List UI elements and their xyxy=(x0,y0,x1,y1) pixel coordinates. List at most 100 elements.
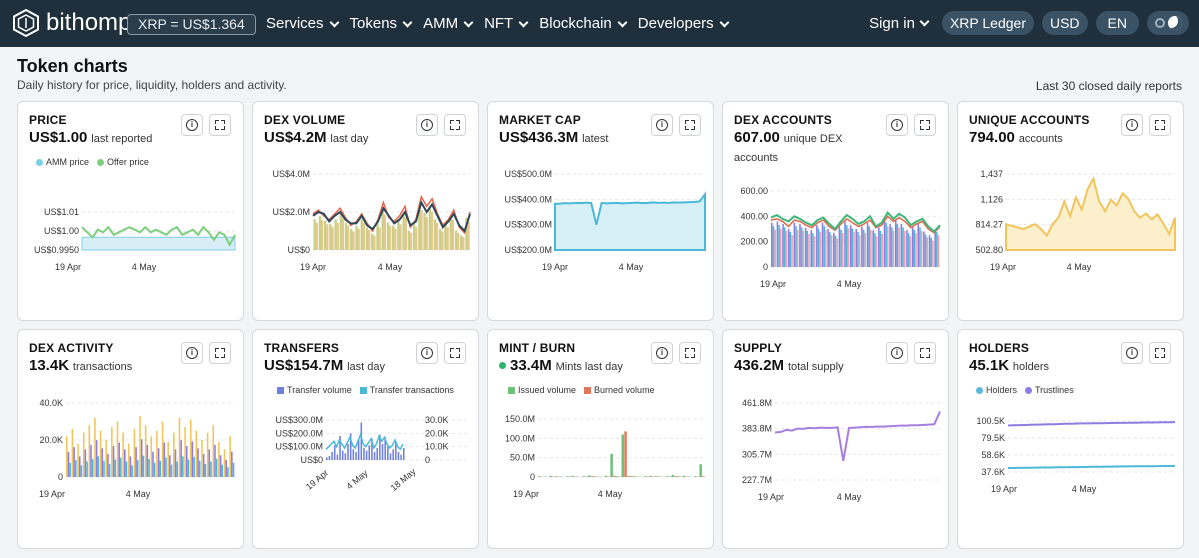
info-button[interactable]: i xyxy=(416,114,438,136)
bar xyxy=(449,216,452,250)
nav-blockchain[interactable]: Blockchain xyxy=(539,15,629,32)
bar xyxy=(875,236,878,267)
expand-button[interactable] xyxy=(444,342,466,364)
x-tick-label: 19 Apr xyxy=(991,484,1017,494)
bar xyxy=(152,451,154,477)
expand-button[interactable] xyxy=(209,114,231,136)
x-tick-label: 19 Apr xyxy=(513,489,539,499)
bar xyxy=(791,235,793,267)
bar xyxy=(204,464,207,477)
info-button[interactable]: i xyxy=(181,342,203,364)
info-icon: i xyxy=(186,119,198,131)
currency-selector[interactable]: USD xyxy=(1041,11,1088,35)
bar xyxy=(384,437,386,460)
expand-button[interactable] xyxy=(914,114,936,136)
bar xyxy=(392,225,395,250)
bar xyxy=(920,230,923,267)
bar xyxy=(140,439,143,477)
bar xyxy=(874,233,876,267)
legend-swatch xyxy=(36,158,43,166)
bar xyxy=(122,432,124,477)
bar xyxy=(231,451,233,477)
info-button[interactable]: i xyxy=(1121,342,1143,364)
bar xyxy=(909,236,912,267)
nav-tokens[interactable]: Tokens xyxy=(350,15,415,32)
sun-icon xyxy=(1155,18,1165,28)
bar xyxy=(853,231,855,267)
bar xyxy=(198,460,201,477)
language-selector[interactable]: EN xyxy=(1095,11,1139,35)
info-button[interactable]: i xyxy=(651,114,673,136)
bar xyxy=(699,464,702,477)
nav-services[interactable]: Services xyxy=(266,15,341,32)
y-tick-label: 50.0M xyxy=(510,453,535,463)
info-button[interactable]: i xyxy=(1121,114,1143,136)
network-selector[interactable]: XRP Ledger xyxy=(941,11,1034,35)
card-value-line: 607.00 unique DEX accounts xyxy=(734,129,884,167)
legend-item[interactable]: Transfer volume xyxy=(277,385,352,395)
bar xyxy=(313,219,316,250)
bar xyxy=(223,449,226,477)
expand-button[interactable] xyxy=(1149,114,1171,136)
expand-button[interactable] xyxy=(914,342,936,364)
bar xyxy=(120,457,122,477)
theme-toggle[interactable] xyxy=(1147,11,1189,35)
legend-item[interactable]: Burned volume xyxy=(584,385,655,395)
bar xyxy=(66,436,68,477)
card-title: SUPPLY xyxy=(734,341,783,355)
bar xyxy=(467,221,470,250)
info-button[interactable]: i xyxy=(651,342,673,364)
sign-in-label: Sign in xyxy=(869,14,915,32)
legend-item[interactable]: Issued volume xyxy=(508,385,576,395)
bar xyxy=(900,223,903,267)
legend-item[interactable]: Offer price xyxy=(97,157,149,167)
bar xyxy=(610,453,613,477)
card-title: HOLDERS xyxy=(969,341,1030,355)
x-tick-label: 18 May xyxy=(389,466,418,493)
status-dot-icon xyxy=(499,362,506,369)
bar xyxy=(885,222,887,267)
info-icon: i xyxy=(656,119,668,131)
legend-item[interactable]: Transfer transactions xyxy=(359,385,454,395)
info-button[interactable]: i xyxy=(416,342,438,364)
bar xyxy=(215,458,218,477)
bar xyxy=(808,234,810,267)
info-button[interactable]: i xyxy=(886,114,908,136)
card-title: DEX ACCOUNTS xyxy=(734,113,832,127)
legend-label: Offer price xyxy=(107,157,149,167)
bar xyxy=(195,430,198,477)
bar xyxy=(341,450,344,460)
legend-item[interactable]: Trustlines xyxy=(1025,385,1074,395)
legend-label: Issued volume xyxy=(518,385,577,395)
sign-in-button[interactable]: Sign in xyxy=(869,15,931,32)
bar xyxy=(702,476,705,477)
bar xyxy=(360,422,363,460)
bar xyxy=(810,230,813,267)
x-tick-label: 4 May xyxy=(132,262,157,272)
bar xyxy=(399,224,402,250)
xrp-price-pill[interactable]: XRP = US$1.364 xyxy=(127,14,256,35)
nav-nft[interactable]: NFT xyxy=(484,15,530,32)
bar xyxy=(387,446,389,460)
series-line-transfer-transactions xyxy=(325,432,404,451)
bar xyxy=(371,233,374,250)
bithomp-logo[interactable]: bithomp xyxy=(12,9,131,37)
legend-item[interactable]: AMM price xyxy=(36,157,89,167)
bar xyxy=(362,222,366,250)
bar xyxy=(804,227,807,267)
expand-button[interactable] xyxy=(679,342,701,364)
bar xyxy=(924,234,927,267)
bar xyxy=(825,229,827,267)
expand-button[interactable] xyxy=(444,114,466,136)
nav-developers[interactable]: Developers xyxy=(638,15,731,32)
nav-label: AMM xyxy=(423,15,459,32)
expand-button[interactable] xyxy=(209,342,231,364)
info-button[interactable]: i xyxy=(181,114,203,136)
expand-button[interactable] xyxy=(1149,342,1171,364)
nav-amm[interactable]: AMM xyxy=(423,15,475,32)
expand-button[interactable] xyxy=(679,114,701,136)
bar xyxy=(71,428,74,477)
bar xyxy=(334,219,337,250)
info-button[interactable]: i xyxy=(886,342,908,364)
legend-item[interactable]: Holders xyxy=(976,385,1017,395)
